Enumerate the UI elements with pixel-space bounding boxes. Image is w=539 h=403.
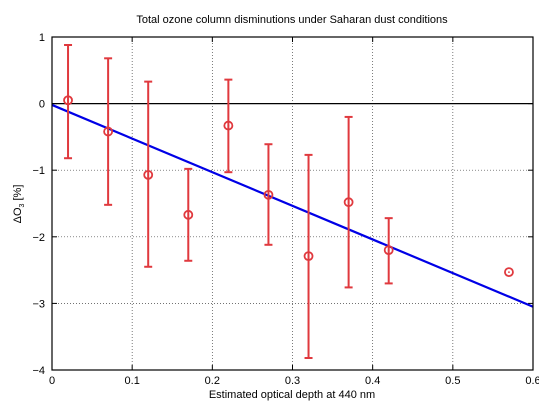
data-point [183, 209, 194, 220]
x-axis-label: Estimated optical depth at 440 nm [209, 389, 375, 401]
data-point [504, 267, 514, 277]
y-tick-label: 0 [39, 99, 45, 111]
fit-line-group [51, 103, 534, 308]
data-point-center [387, 249, 390, 252]
plot-frame [51, 36, 534, 371]
data-point-center [67, 99, 69, 102]
data-point [143, 169, 154, 180]
x-tick-label: 0.4 [365, 375, 380, 387]
x-tick-label: 0.5 [445, 375, 460, 387]
data-point [303, 251, 314, 262]
data-point-center [307, 255, 310, 258]
y-axis-ticks: 1 0 −1 −2 −3 −4 [32, 32, 533, 377]
data-point [383, 245, 394, 256]
x-tick-label: 0 [49, 375, 55, 387]
data-point [103, 126, 114, 137]
data-point [343, 197, 354, 208]
data-point-center [227, 124, 230, 127]
y-axis-label-subscript: 3 [19, 203, 26, 207]
fit-line [51, 103, 534, 308]
y-axis-label-prefix: ΔO [12, 207, 24, 223]
data-point-center [147, 173, 150, 176]
y-tick-label: −4 [32, 365, 45, 377]
x-tick-label: 0.1 [125, 375, 140, 387]
y-tick-label: −1 [32, 165, 45, 177]
data-points [63, 43, 514, 360]
data-point [223, 120, 234, 131]
grid [52, 37, 533, 370]
y-tick-label: −3 [32, 298, 45, 310]
y-axis-label-suffix: [%] [12, 185, 24, 204]
data-point [63, 95, 73, 106]
y-tick-label: −2 [32, 232, 45, 244]
x-tick-label: 0.6 [525, 375, 539, 387]
data-point-center [508, 271, 510, 273]
data-point-center [187, 213, 190, 216]
x-tick-label: 0.3 [285, 375, 300, 387]
data-point-center [347, 201, 350, 204]
x-tick-label: 0.2 [205, 375, 220, 387]
y-tick-label: 1 [39, 32, 45, 44]
data-point-center [107, 130, 110, 133]
data-point [263, 189, 274, 200]
x-axis-ticks: 0 0.1 0.2 0.3 0.4 0.5 0.6 [49, 37, 539, 387]
y-axis-label: ΔO3 [%] [12, 185, 26, 224]
data-point-center [267, 193, 270, 196]
chart-title: Total ozone column disminutions under Sa… [136, 14, 448, 26]
